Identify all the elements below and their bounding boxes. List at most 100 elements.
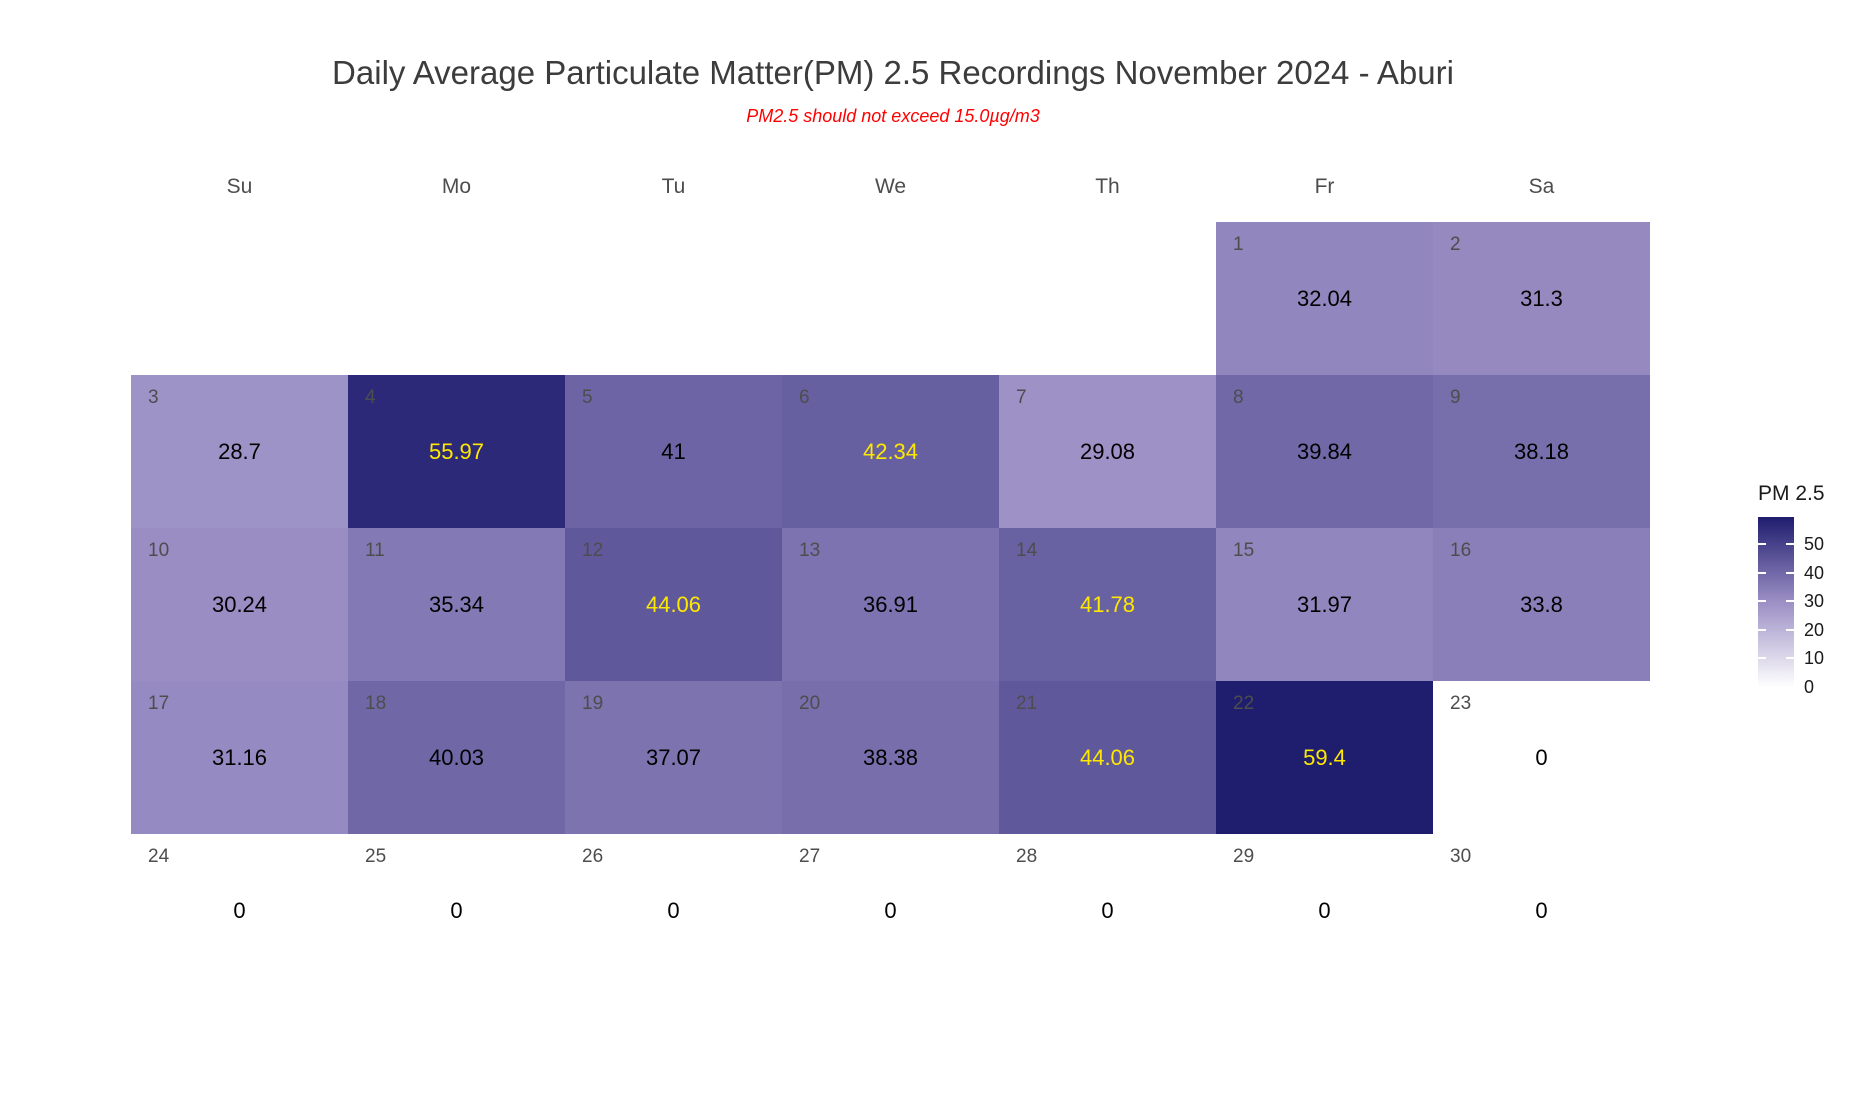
calendar-cell-day-7: 7 29.08 (999, 375, 1216, 528)
weekday-header-tu: Tu (661, 175, 686, 198)
cell-day-number: 18 (365, 693, 387, 714)
cell-value: 41 (661, 438, 686, 464)
cell-day-number: 21 (1016, 693, 1038, 714)
cell-day-number: 3 (148, 387, 159, 408)
weekday-header-th: Th (1095, 175, 1120, 198)
cell-day-number: 8 (1233, 387, 1244, 408)
calendar-cell-day-6: 6 42.34 (782, 375, 999, 528)
cell-day-number: 17 (148, 693, 170, 714)
cell-day-number: 9 (1450, 387, 1461, 408)
weekday-header-fr: Fr (1314, 175, 1335, 198)
cell-value: 59.4 (1303, 744, 1346, 770)
legend-tick-mark (1786, 542, 1794, 545)
calendar-cell-day-26: 26 0 (565, 834, 782, 987)
calendar-cell-day-25: 25 0 (348, 834, 565, 987)
calendar-cell-day-14: 14 41.78 (999, 528, 1216, 681)
cell-value: 0 (1535, 897, 1548, 923)
cell-value: 32.04 (1296, 285, 1353, 311)
cell-value: 28.7 (218, 438, 261, 464)
calendar-cell-day-19: 19 37.07 (565, 681, 782, 834)
legend-title: PM 2.5 (1758, 482, 1825, 505)
legend-tick-label: 40 (1804, 562, 1825, 583)
legend-tick-mark (1786, 628, 1794, 631)
cell-day-number: 22 (1233, 693, 1255, 714)
calendar-cell-day-28: 28 0 (999, 834, 1216, 987)
legend-tick-label: 30 (1804, 591, 1825, 612)
cell-value: 0 (1535, 744, 1548, 770)
cell-value: 0 (450, 897, 463, 923)
weekday-header-mo: Mo (441, 175, 472, 198)
cell-day-number: 29 (1233, 846, 1255, 867)
cell-day-number: 5 (582, 387, 593, 408)
cell-day-number: 24 (148, 846, 170, 867)
cell-day-number: 27 (799, 846, 821, 867)
cell-day-number: 1 (1233, 234, 1244, 255)
legend-tick-mark (1758, 657, 1766, 660)
cell-day-number: 16 (1450, 540, 1472, 561)
calendar-cell-day-1: 1 32.04 (1216, 222, 1433, 375)
calendar-cell-day-16: 16 33.8 (1433, 528, 1650, 681)
calendar-cell-day-27: 27 0 (782, 834, 999, 987)
calendar-cell-day-13: 13 36.91 (782, 528, 999, 681)
chart-subtitle: PM2.5 should not exceed 15.0µg/m3 (746, 106, 1040, 126)
cell-day-number: 25 (365, 846, 387, 867)
calendar-cell-day-4: 4 55.97 (348, 375, 565, 528)
cell-value: 41.78 (1079, 591, 1136, 617)
legend-tick-mark (1758, 571, 1766, 574)
cell-day-number: 15 (1233, 540, 1255, 561)
cell-value: 31.97 (1296, 591, 1353, 617)
cell-day-number: 13 (799, 540, 821, 561)
cell-day-number: 4 (365, 387, 376, 408)
legend-tick-mark (1786, 600, 1794, 603)
legend-tick-mark (1786, 571, 1794, 574)
cell-value: 29.08 (1079, 438, 1136, 464)
cell-value: 36.91 (862, 591, 919, 617)
cell-value: 39.84 (1296, 438, 1353, 464)
cell-day-number: 7 (1016, 387, 1027, 408)
calendar-cell-day-5: 5 41 (565, 375, 782, 528)
legend-tick-mark (1786, 657, 1794, 660)
cell-day-number: 11 (365, 540, 385, 561)
cell-value: 0 (233, 897, 246, 923)
calendar-cell-day-11: 11 35.34 (348, 528, 565, 681)
calendar-cell-day-22: 22 59.4 (1216, 681, 1433, 834)
cell-day-number: 19 (582, 693, 604, 714)
cell-value: 33.8 (1520, 591, 1563, 617)
weekday-header-sa: Sa (1528, 175, 1555, 198)
cell-day-number: 28 (1016, 846, 1038, 867)
cell-value: 0 (1318, 897, 1331, 923)
cell-day-number: 2 (1450, 234, 1461, 255)
calendar-cell-day-3: 3 28.7 (131, 375, 348, 528)
weekday-header-we: We (874, 175, 907, 198)
cell-day-number: 10 (148, 540, 170, 561)
cell-value: 44.06 (645, 591, 702, 617)
calendar-cell-day-29: 29 0 (1216, 834, 1433, 987)
cell-day-number: 6 (799, 387, 810, 408)
legend-tick-mark (1758, 542, 1766, 545)
calendar-cell-day-30: 30 0 (1433, 834, 1650, 987)
calendar-cell-day-2: 2 31.3 (1433, 222, 1650, 375)
cell-value: 31.16 (211, 744, 268, 770)
cell-value: 38.38 (862, 744, 919, 770)
legend-tick-mark (1758, 628, 1766, 631)
calendar-cell-day-20: 20 38.38 (782, 681, 999, 834)
cell-day-number: 14 (1016, 540, 1038, 561)
calendar-cell-day-15: 15 31.97 (1216, 528, 1433, 681)
calendar-cell-day-23: 23 0 (1433, 681, 1650, 834)
weekday-header-su: Su (226, 175, 253, 198)
calendar-cell-day-24: 24 0 (131, 834, 348, 987)
legend-tick-mark (1758, 600, 1766, 603)
cell-value: 0 (1101, 897, 1114, 923)
legend-tick-label: 20 (1804, 619, 1825, 640)
chart-title: Daily Average Particulate Matter(PM) 2.5… (332, 54, 1454, 91)
cell-value: 42.34 (862, 438, 919, 464)
cell-day-number: 12 (582, 540, 604, 561)
calendar-cell-day-12: 12 44.06 (565, 528, 782, 681)
cell-value: 37.07 (645, 744, 702, 770)
cell-value: 31.3 (1520, 285, 1563, 311)
cell-day-number: 26 (582, 846, 604, 867)
calendar-cell-day-18: 18 40.03 (348, 681, 565, 834)
cell-day-number: 20 (799, 693, 821, 714)
cell-value: 40.03 (428, 744, 485, 770)
